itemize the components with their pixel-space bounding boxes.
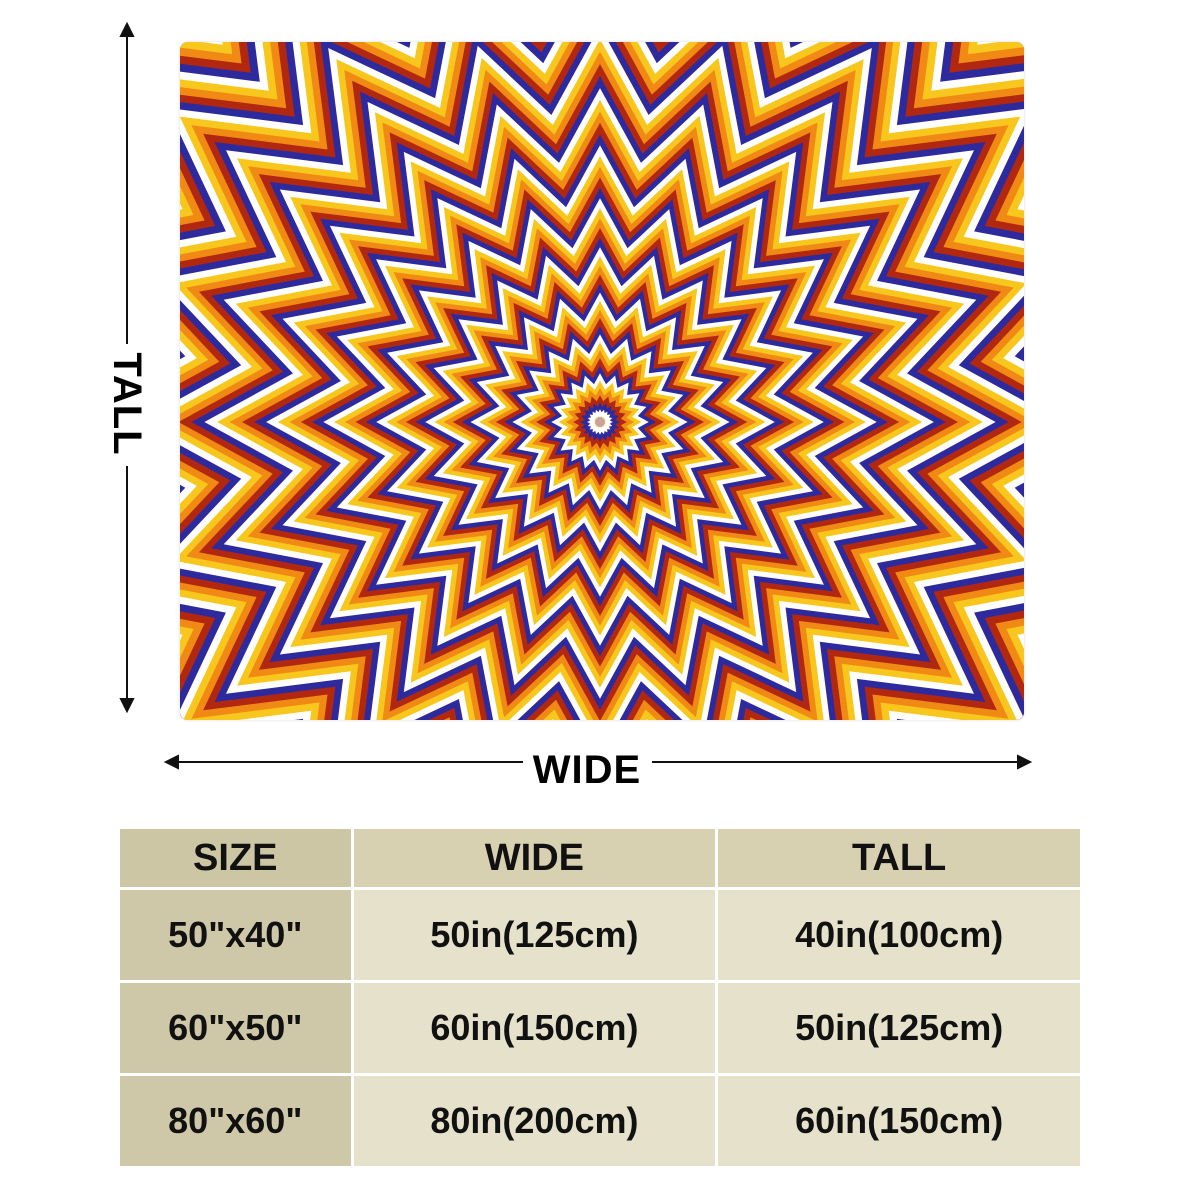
wide-cell: 60in(150cm) xyxy=(350,983,716,1076)
wide-cell: 80in(200cm) xyxy=(350,1076,716,1169)
size-cell: 50"x40" xyxy=(120,890,351,983)
table-row: 60"x50" 60in(150cm) 50in(125cm) xyxy=(120,983,1080,1076)
tall-cell: 50in(125cm) xyxy=(715,983,1080,1076)
wide-dimension-label: WIDE xyxy=(532,748,642,792)
pattern-center xyxy=(595,417,605,427)
header-wide: WIDE xyxy=(350,829,716,890)
tall-arrow xyxy=(119,21,135,714)
wide-arrow xyxy=(163,754,1033,770)
size-cell: 80"x60" xyxy=(120,1076,351,1169)
wide-cell: 50in(125cm) xyxy=(350,890,716,983)
zigzag-pattern xyxy=(180,42,1024,720)
tall-cell: 60in(150cm) xyxy=(715,1076,1080,1169)
blanket-image xyxy=(180,42,1024,720)
size-table: SIZE WIDE TALL 50"x40" 50in(125cm) 40in(… xyxy=(120,829,1080,1169)
header-tall: TALL xyxy=(715,829,1080,890)
table-row: 80"x60" 80in(200cm) 60in(150cm) xyxy=(120,1076,1080,1169)
size-cell: 60"x50" xyxy=(120,983,351,1076)
table-row: 50"x40" 50in(125cm) 40in(100cm) xyxy=(120,890,1080,983)
tall-cell: 40in(100cm) xyxy=(715,890,1080,983)
size-table-header: SIZE WIDE TALL xyxy=(120,829,1080,890)
tall-dimension-label: TALL xyxy=(105,352,149,456)
header-size: SIZE xyxy=(120,829,351,890)
